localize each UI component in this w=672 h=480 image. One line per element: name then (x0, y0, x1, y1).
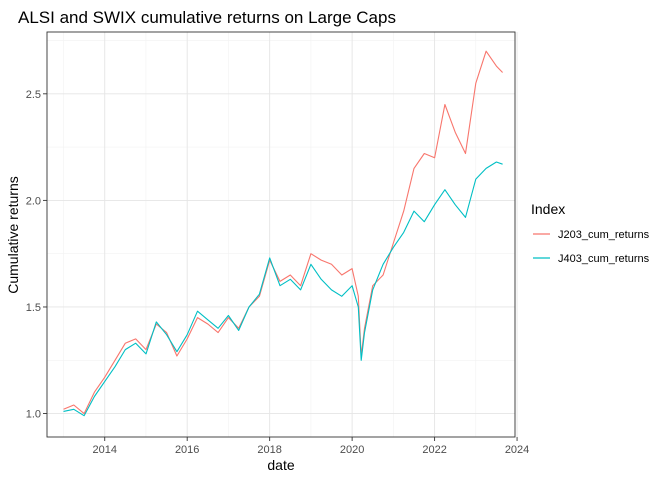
series-layer (63, 50, 503, 417)
series-line-J203_cum_returns (63, 50, 503, 415)
legend: Index J203_cum_returns J403_cum_returns (531, 201, 650, 265)
x-tick-label: 2024 (505, 444, 529, 456)
series-line-J403_cum_returns (63, 161, 503, 417)
legend-label: J403_cum_returns (558, 253, 650, 265)
y-axis-title: Cumulative returns (5, 176, 21, 294)
y-tick-label: 2.5 (26, 89, 41, 101)
x-tick-label: 2018 (257, 444, 281, 456)
x-axis-title: date (267, 457, 294, 473)
y-tick-label: 1.0 (26, 409, 41, 421)
chart-title: ALSI and SWIX cumulative returns on Larg… (18, 8, 396, 27)
grid-layer (47, 32, 518, 437)
legend-items: J203_cum_returns J403_cum_returns (533, 229, 650, 265)
y-axis-ticks: 1.0 1.5 2.0 2.5 (26, 89, 47, 421)
plot-panel-border (46, 31, 516, 438)
x-tick-label: 2014 (92, 444, 116, 456)
y-tick-label: 1.5 (26, 302, 41, 314)
x-tick-label: 2020 (340, 444, 364, 456)
legend-title: Index (531, 201, 565, 217)
x-axis-ticks: 2014 2016 2018 2020 2022 2024 (92, 437, 529, 456)
legend-label: J203_cum_returns (558, 229, 650, 241)
x-tick-label: 2022 (422, 444, 446, 456)
y-tick-label: 2.0 (26, 195, 41, 207)
x-tick-label: 2016 (175, 444, 199, 456)
